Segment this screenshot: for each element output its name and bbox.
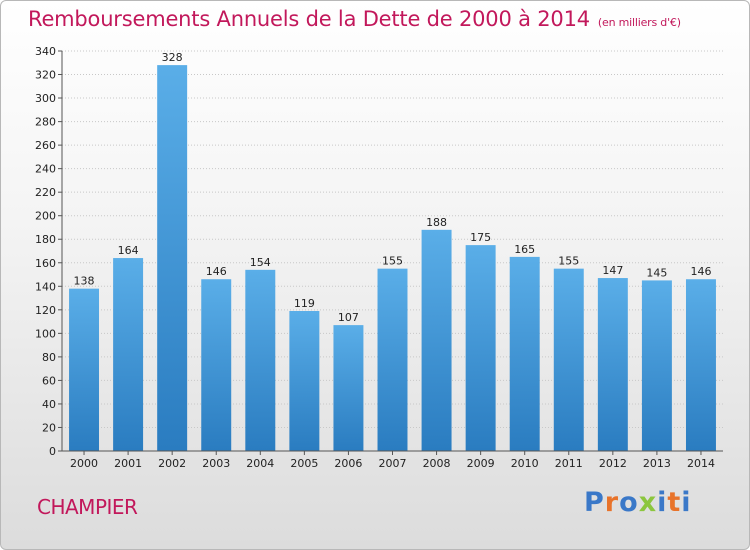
bars: 138 164 328 146 154 119 107 155 188 175 165 155 147 1… bbox=[69, 51, 716, 451]
x-tick-label: 2010 bbox=[511, 457, 539, 470]
y-tick-label: 200 bbox=[35, 210, 56, 223]
x-tick-label: 2008 bbox=[423, 457, 451, 470]
y-axis: 0 20 40 60 80 100 120 140 160 180 200 220 240 260 280 3… bbox=[35, 45, 63, 458]
y-tick-label: 260 bbox=[35, 139, 56, 152]
x-tick-label: 2006 bbox=[334, 457, 362, 470]
y-tick-label: 220 bbox=[35, 186, 56, 199]
bar bbox=[289, 311, 320, 451]
y-tick-label: 20 bbox=[42, 421, 56, 434]
x-tick-label: 2004 bbox=[246, 457, 274, 470]
bar-value-label: 188 bbox=[426, 216, 447, 229]
x-tick-label: 2013 bbox=[643, 457, 671, 470]
y-tick-label: 80 bbox=[42, 351, 56, 364]
x-tick-label: 2003 bbox=[202, 457, 230, 470]
x-tick-label: 2001 bbox=[114, 457, 142, 470]
bar bbox=[641, 280, 672, 451]
x-tick-label: 2012 bbox=[599, 457, 627, 470]
bar bbox=[333, 325, 364, 451]
bar-value-label: 145 bbox=[646, 266, 667, 279]
x-tick-label: 2000 bbox=[70, 457, 98, 470]
chart-title-text: Remboursements Annuels de la Dette de 20… bbox=[28, 7, 590, 31]
bar-value-label: 154 bbox=[250, 256, 271, 269]
bar-value-label: 155 bbox=[558, 255, 579, 268]
bar-chart: 0 20 40 60 80 100 120 140 160 180 200 220 240 260 280 3… bbox=[35, 45, 723, 470]
proxiti-logo: Proxiti bbox=[584, 487, 692, 518]
bar-value-label: 164 bbox=[118, 244, 139, 257]
bar-value-label: 328 bbox=[162, 51, 183, 64]
bar-value-label: 155 bbox=[382, 255, 403, 268]
x-tick-label: 2011 bbox=[555, 457, 583, 470]
y-tick-label: 140 bbox=[35, 280, 56, 293]
y-tick-label: 120 bbox=[35, 304, 56, 317]
logo-letter: i bbox=[657, 487, 668, 518]
bar bbox=[465, 245, 496, 451]
x-tick-label: 2005 bbox=[290, 457, 318, 470]
bar-value-label: 107 bbox=[338, 311, 359, 324]
y-tick-label: 320 bbox=[35, 69, 56, 82]
y-tick-label: 40 bbox=[42, 398, 56, 411]
bar bbox=[69, 288, 100, 451]
y-tick-label: 180 bbox=[35, 233, 56, 246]
bar bbox=[553, 268, 584, 451]
y-tick-label: 280 bbox=[35, 116, 56, 129]
x-axis: 2000 2001 2002 2003 2004 2005 2006 2007 2008 2009… bbox=[62, 450, 723, 470]
town-name: CHAMPIER bbox=[37, 495, 138, 519]
logo-letter: o bbox=[619, 487, 639, 518]
bar-value-label: 138 bbox=[74, 275, 95, 288]
logo-letter: P bbox=[584, 487, 605, 518]
bar bbox=[245, 269, 276, 451]
y-tick-label: 60 bbox=[42, 374, 56, 387]
x-tick-label: 2007 bbox=[379, 457, 407, 470]
logo-letter: t bbox=[667, 487, 682, 518]
bar bbox=[113, 258, 144, 451]
x-tick-label: 2014 bbox=[687, 457, 715, 470]
bar bbox=[157, 65, 188, 451]
logo-letter: r bbox=[604, 487, 620, 518]
bar-value-label: 165 bbox=[514, 243, 535, 256]
x-tick-label: 2009 bbox=[467, 457, 495, 470]
y-tick-label: 100 bbox=[35, 327, 56, 340]
bar bbox=[201, 279, 232, 451]
y-tick-label: 300 bbox=[35, 92, 56, 105]
y-tick-label: 160 bbox=[35, 257, 56, 270]
bar-value-label: 146 bbox=[206, 265, 227, 278]
bar-value-label: 119 bbox=[294, 297, 315, 310]
y-tick-label: 0 bbox=[49, 445, 56, 458]
x-tick-label: 2002 bbox=[158, 457, 186, 470]
bar-value-label: 175 bbox=[470, 231, 491, 244]
bar bbox=[685, 279, 716, 451]
chart-title: Remboursements Annuels de la Dette de 20… bbox=[28, 7, 681, 31]
bar-value-label: 147 bbox=[602, 264, 623, 277]
y-tick-label: 240 bbox=[35, 163, 56, 176]
bar bbox=[509, 256, 540, 451]
bar bbox=[421, 229, 452, 451]
bar-value-label: 146 bbox=[690, 265, 711, 278]
bar bbox=[377, 268, 408, 451]
y-tick-label: 340 bbox=[35, 45, 56, 58]
logo-letter: i bbox=[681, 487, 692, 518]
bar bbox=[597, 278, 628, 451]
logo-letter: x bbox=[638, 487, 658, 518]
chart-unit-label: (en milliers d'€) bbox=[597, 16, 681, 29]
